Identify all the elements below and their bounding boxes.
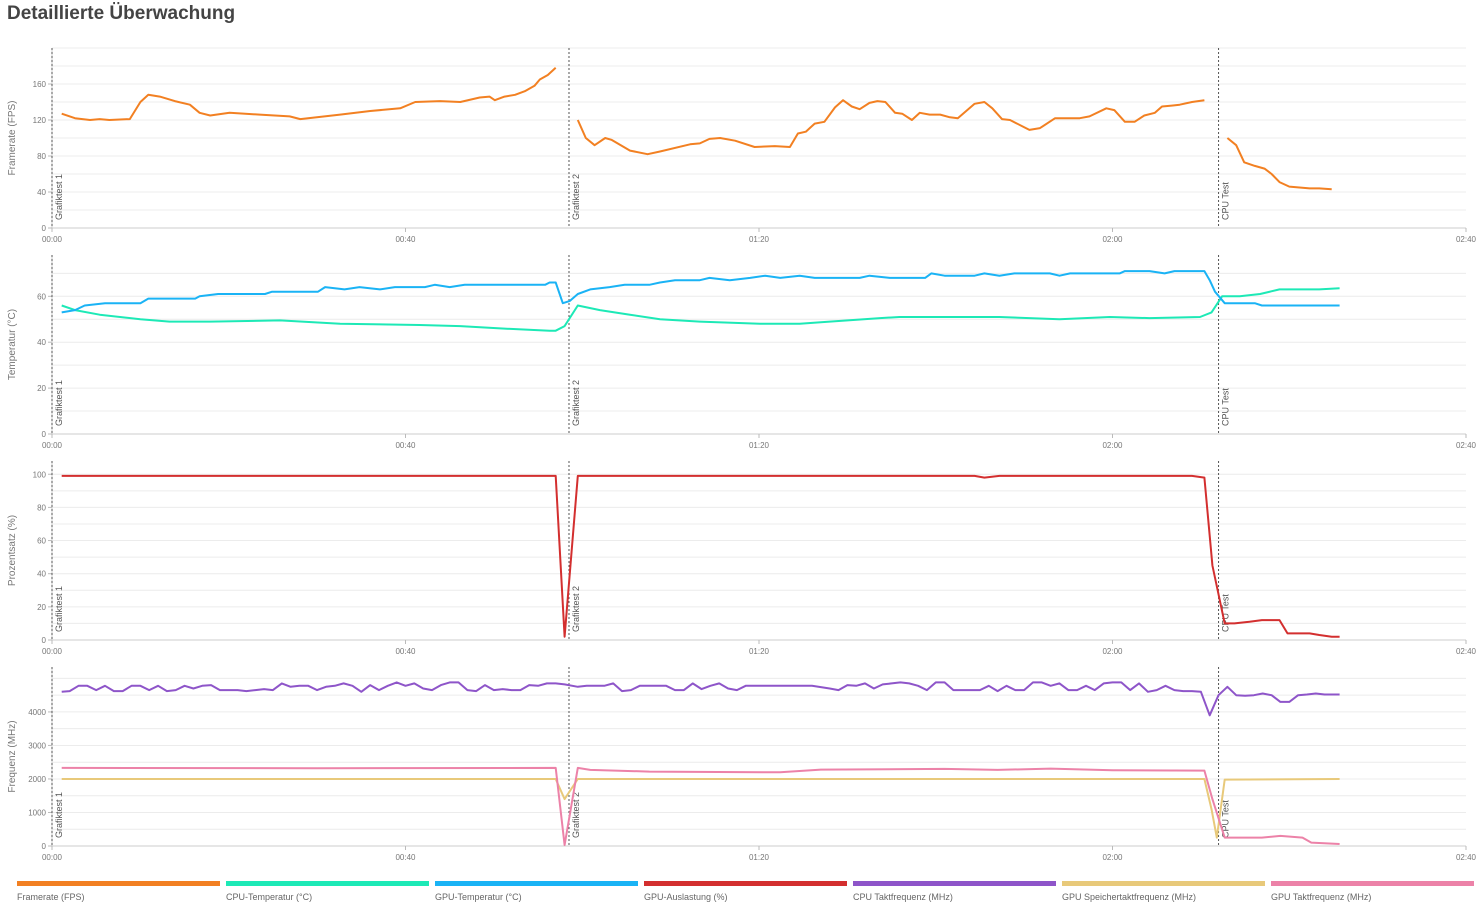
y-axis-label: Temperatur (°C) (7, 309, 18, 380)
series-line-cpu_temp (61, 287, 1340, 332)
x-tick-label: 02:00 (1102, 647, 1123, 656)
y-tick-label: 60 (37, 537, 46, 546)
y-tick-label: 40 (37, 188, 46, 197)
x-tick-label: 02:00 (1102, 235, 1123, 244)
legend-label-gpu_mem_clock: GPU Speichertaktfrequenz (MHz) (1062, 892, 1196, 902)
series-line-fps (61, 67, 1332, 191)
event-marker-label: Grafiktest 1 (54, 586, 64, 632)
y-tick-label: 2000 (28, 775, 46, 784)
legend-swatch-fps (17, 881, 220, 886)
x-tick-label: 00:40 (395, 853, 416, 862)
y-tick-label: 20 (37, 603, 46, 612)
event-marker-label: CPU Test (1221, 182, 1231, 220)
legend-label-cpu_clock: CPU Taktfrequenz (MHz) (853, 892, 953, 902)
y-axis-label: Prozentsatz (%) (7, 515, 18, 586)
x-tick-label: 02:40 (1456, 235, 1477, 244)
y-tick-label: 0 (42, 842, 47, 851)
event-marker-label: Grafiktest 2 (571, 380, 581, 426)
legend-swatch-gpu_temp (435, 881, 638, 886)
legend-label-gpu_clock: GPU Taktfrequenz (MHz) (1271, 892, 1371, 902)
event-marker-label: Grafiktest 2 (571, 792, 581, 838)
x-tick-label: 01:20 (749, 853, 770, 862)
event-marker-label: CPU Test (1221, 388, 1231, 426)
event-marker-label: Grafiktest 1 (54, 380, 64, 426)
y-axis-label: Framerate (FPS) (7, 100, 18, 175)
x-tick-label: 00:40 (395, 441, 416, 450)
event-marker-label: Grafiktest 2 (571, 174, 581, 220)
y-tick-label: 0 (42, 430, 47, 439)
legend-swatch-gpu_load (644, 881, 847, 886)
series-line-gpu_load (61, 474, 1340, 638)
legend-label-fps: Framerate (FPS) (17, 892, 85, 902)
legend-label-cpu_temp: CPU-Temperatur (°C) (226, 892, 312, 902)
legend-swatch-gpu_mem_clock (1062, 881, 1265, 886)
x-tick-label: 02:40 (1456, 441, 1477, 450)
legend-swatch-gpu_clock (1271, 881, 1474, 886)
x-tick-label: 00:40 (395, 647, 416, 656)
y-tick-label: 0 (42, 224, 47, 233)
y-tick-label: 20 (37, 384, 46, 393)
x-tick-label: 00:00 (42, 235, 63, 244)
y-tick-label: 160 (33, 80, 47, 89)
event-marker-label: Grafiktest 1 (54, 174, 64, 220)
legend-swatch-cpu_temp (226, 881, 429, 886)
y-tick-label: 120 (33, 116, 47, 125)
page-title: Detaillierte Überwachung (7, 3, 236, 24)
y-tick-label: 1000 (28, 808, 46, 817)
x-tick-label: 02:40 (1456, 647, 1477, 656)
x-tick-label: 00:00 (42, 647, 63, 656)
x-tick-label: 00:40 (395, 235, 416, 244)
y-tick-label: 80 (37, 152, 46, 161)
y-tick-label: 40 (37, 570, 46, 579)
x-tick-label: 00:00 (42, 853, 63, 862)
x-tick-label: 00:00 (42, 441, 63, 450)
series-line-gpu_clock (61, 766, 1340, 846)
y-tick-label: 3000 (28, 741, 46, 750)
event-marker-label: Grafiktest 2 (571, 586, 581, 632)
y-tick-label: 80 (37, 503, 46, 512)
legend-label-gpu_temp: GPU-Temperatur (°C) (435, 892, 522, 902)
legend-swatch-cpu_clock (853, 881, 1056, 886)
y-tick-label: 60 (37, 292, 46, 301)
event-marker-label: CPU Test (1221, 800, 1231, 838)
y-tick-label: 100 (33, 470, 47, 479)
x-tick-label: 02:40 (1456, 853, 1477, 862)
y-tick-label: 40 (37, 338, 46, 347)
legend-label-gpu_load: GPU-Auslastung (%) (644, 892, 728, 902)
event-marker-label: Grafiktest 1 (54, 792, 64, 838)
x-tick-label: 02:00 (1102, 853, 1123, 862)
x-tick-label: 01:20 (749, 647, 770, 656)
event-marker-label: CPU Test (1221, 594, 1231, 632)
series-line-cpu_clock (61, 681, 1340, 717)
series-line-gpu_temp (61, 270, 1340, 314)
x-tick-label: 01:20 (749, 235, 770, 244)
x-tick-label: 02:00 (1102, 441, 1123, 450)
y-axis-label: Frequenz (MHz) (7, 720, 18, 792)
y-tick-label: 4000 (28, 708, 46, 717)
y-tick-label: 0 (42, 636, 47, 645)
x-tick-label: 01:20 (749, 441, 770, 450)
